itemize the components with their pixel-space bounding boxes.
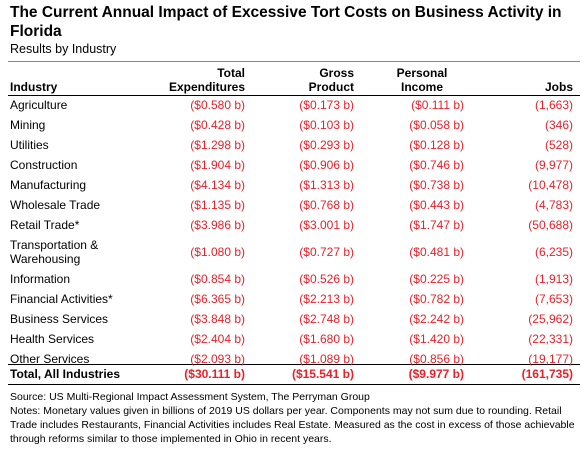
value-cell: ($0.481 b) — [409, 245, 464, 259]
value-cell: ($0.526 b) — [299, 272, 354, 286]
column-header: Total Expenditures — [145, 54, 245, 94]
value-cell: (19,177) — [528, 352, 573, 366]
value-cell: ($1.680 b) — [299, 332, 354, 346]
value-cell: ($0.293 b) — [299, 138, 354, 152]
value-cell: ($30.111 b) — [184, 367, 245, 381]
row-label: Agriculture — [10, 98, 68, 112]
value-cell: ($0.768 b) — [299, 198, 354, 212]
header-line: Personal — [396, 66, 448, 80]
value-cell: (7,653) — [534, 292, 573, 306]
value-cell: (1,913) — [534, 272, 573, 286]
value-cell: (346) — [544, 118, 573, 132]
rule — [8, 61, 580, 62]
header-line: Industry — [10, 80, 58, 94]
column-header: Personal Income — [380, 54, 464, 94]
row-label: Utilities — [10, 138, 49, 152]
value-cell: ($6.365 b) — [190, 292, 245, 306]
value-cell: ($3.848 b) — [190, 312, 245, 326]
value-cell: ($4.134 b) — [190, 178, 245, 192]
rule — [8, 95, 580, 96]
value-cell: ($0.738 b) — [409, 178, 464, 192]
source: Source: US Multi-Regional Impact Assessm… — [10, 391, 370, 403]
value-cell: ($1.135 b) — [190, 198, 245, 212]
value-cell: ($1.904 b) — [190, 158, 245, 172]
value-cell: ($1.089 b) — [299, 352, 354, 366]
row-label: Construction — [10, 158, 78, 172]
value-cell: ($0.727 b) — [299, 245, 354, 259]
header-line: Income — [400, 80, 443, 94]
header-line: Expenditures — [168, 80, 245, 94]
title: The Current Annual Impact of Excessive T… — [10, 4, 562, 40]
value-cell: ($0.111 b) — [411, 98, 464, 112]
value-cell: (4,783) — [534, 198, 573, 212]
row-label: Other Services — [10, 352, 90, 366]
value-cell: ($0.906 b) — [299, 158, 354, 172]
row-label: Information — [10, 272, 71, 286]
row-label: Health Services — [10, 332, 95, 346]
value-cell: ($1.313 b) — [299, 178, 354, 192]
value-cell: ($9.977 b) — [408, 367, 464, 381]
value-cell: ($2.093 b) — [190, 352, 245, 366]
value-cell: ($0.443 b) — [409, 198, 464, 212]
value-cell: ($0.103 b) — [299, 118, 354, 132]
value-cell: (10,478) — [528, 178, 573, 192]
row-label: Total, All Industries — [10, 367, 121, 381]
value-cell: ($2.748 b) — [299, 312, 354, 326]
row-label: Financial Activities* — [10, 292, 113, 306]
value-cell: ($0.854 b) — [190, 272, 245, 286]
value-cell: ($0.856 b) — [409, 352, 464, 366]
column-header: Industry — [10, 54, 125, 94]
value-cell: ($1.747 b) — [409, 218, 464, 232]
row-label: Retail Trade* — [10, 218, 80, 232]
value-cell: ($0.058 b) — [409, 118, 464, 132]
header-line: Product — [308, 80, 354, 94]
rule — [8, 364, 580, 365]
column-header: Jobs — [490, 54, 573, 94]
value-cell: ($2.213 b) — [299, 292, 354, 306]
column-header: Gross Product — [270, 54, 354, 94]
header-line: Total — [217, 66, 245, 80]
value-cell: ($1.420 b) — [409, 332, 464, 346]
row-label: Wholesale Trade — [10, 198, 101, 212]
value-cell: ($2.404 b) — [190, 332, 245, 346]
value-cell: ($3.986 b) — [190, 218, 245, 232]
value-cell: (161,735) — [521, 367, 573, 381]
row-label: Business Services — [10, 312, 109, 326]
value-cell: ($1.298 b) — [190, 138, 245, 152]
value-cell: (50,688) — [528, 218, 573, 232]
row-label: Manufacturing — [10, 178, 87, 192]
value-cell: ($0.128 b) — [409, 138, 464, 152]
notes: Notes: Monetary values given in billions… — [10, 405, 575, 445]
value-cell: (6,235) — [534, 245, 573, 259]
value-cell: ($15.541 b) — [291, 367, 354, 381]
header-line: Gross — [319, 66, 354, 80]
value-cell: (1,663) — [534, 98, 573, 112]
value-cell: ($0.782 b) — [409, 292, 464, 306]
value-cell: ($0.225 b) — [409, 272, 464, 286]
value-cell: ($0.428 b) — [190, 118, 245, 132]
value-cell: ($3.001 b) — [299, 218, 354, 232]
value-cell: (25,962) — [528, 312, 573, 326]
value-cell: ($0.580 b) — [190, 98, 245, 112]
header-line: Jobs — [544, 80, 573, 94]
value-cell: ($0.746 b) — [409, 158, 464, 172]
row-label: Transportation & Warehousing — [10, 238, 99, 266]
rule — [8, 384, 580, 385]
value-cell: ($0.173 b) — [299, 98, 354, 112]
value-cell: ($2.242 b) — [409, 312, 464, 326]
value-cell: (9,977) — [534, 158, 573, 172]
value-cell: ($1.080 b) — [190, 245, 245, 259]
row-label: Mining — [10, 118, 46, 132]
value-cell: (528) — [544, 138, 573, 152]
value-cell: (22,331) — [528, 332, 573, 346]
subtitle: Results by Industry — [10, 42, 117, 56]
